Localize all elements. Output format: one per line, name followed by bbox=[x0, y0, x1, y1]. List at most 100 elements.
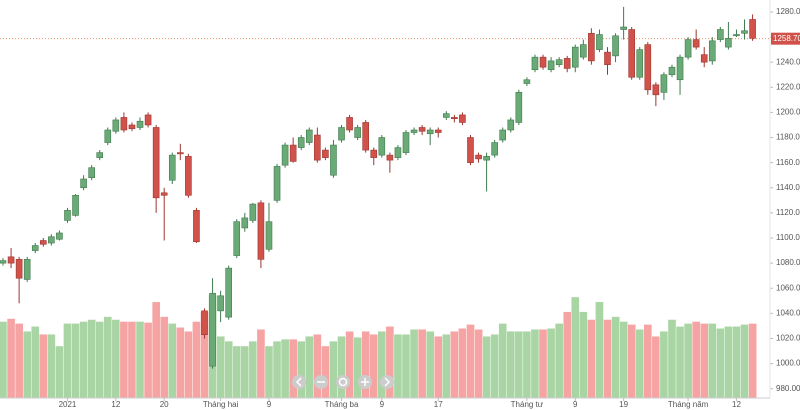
candle-body bbox=[700, 54, 708, 63]
candle-body bbox=[394, 147, 402, 158]
volume-bar bbox=[595, 301, 604, 399]
volume-bar bbox=[39, 334, 48, 399]
candle-body bbox=[571, 46, 579, 68]
candle-body bbox=[483, 156, 490, 161]
candle-body bbox=[507, 119, 515, 131]
candle-body bbox=[580, 44, 587, 58]
volume-bar bbox=[119, 321, 129, 399]
y-tick-label: 1100.00 bbox=[776, 233, 800, 242]
volume-bar bbox=[732, 326, 741, 399]
volume-bar bbox=[740, 324, 749, 399]
volume-bar bbox=[482, 336, 491, 399]
candle-body bbox=[177, 152, 184, 155]
volume-bar bbox=[159, 316, 169, 399]
volume-bar bbox=[192, 321, 201, 399]
candle-body bbox=[322, 149, 329, 158]
volume-bar bbox=[47, 334, 56, 399]
volume-bar bbox=[708, 323, 717, 399]
candle-body bbox=[402, 132, 410, 153]
volume-bar bbox=[127, 321, 137, 399]
candle-body bbox=[459, 114, 466, 123]
x-tick-label: Tháng ba bbox=[325, 400, 359, 409]
volume-bar bbox=[724, 326, 733, 399]
volume-bar bbox=[393, 334, 403, 399]
candle-body bbox=[88, 167, 95, 179]
candle-body bbox=[305, 129, 313, 143]
volume-bar bbox=[667, 319, 677, 399]
volume-bar bbox=[611, 316, 620, 399]
volume-bar bbox=[683, 323, 693, 399]
volume-bar bbox=[458, 328, 467, 399]
chart-nav[interactable] bbox=[292, 375, 394, 389]
y-tick-label: 1120.00 bbox=[776, 208, 800, 217]
volume-bar bbox=[288, 338, 298, 399]
volume-bar bbox=[691, 321, 701, 399]
x-tick-label: 9 bbox=[380, 400, 385, 409]
x-tick-label: 12 bbox=[111, 400, 120, 409]
candle-body bbox=[442, 113, 450, 118]
candle-body bbox=[265, 221, 273, 250]
candle-body bbox=[523, 79, 531, 84]
candle-body bbox=[515, 92, 523, 123]
candle-body bbox=[467, 137, 474, 163]
volume-bar bbox=[0, 321, 8, 399]
candle-body bbox=[741, 30, 748, 34]
candle-body bbox=[96, 152, 104, 158]
candle-body bbox=[225, 267, 232, 318]
volume-bar bbox=[563, 311, 572, 399]
candle-body bbox=[112, 119, 120, 132]
candle-body bbox=[273, 166, 281, 201]
x-tick-label: Tháng tư bbox=[511, 400, 544, 409]
volume-bar bbox=[627, 324, 636, 399]
candle-body bbox=[531, 56, 539, 71]
candle-body bbox=[628, 29, 635, 78]
candle-body bbox=[539, 56, 547, 68]
y-tick-label: 1140.00 bbox=[776, 183, 800, 192]
candle-body bbox=[596, 34, 603, 50]
y-tick-label: 980.00 bbox=[776, 384, 800, 393]
y-tick-label: 1000.00 bbox=[776, 359, 800, 368]
candle-body bbox=[80, 178, 87, 189]
volume-bar bbox=[14, 323, 24, 399]
volume-bar bbox=[111, 319, 121, 399]
x-tick-label: 12 bbox=[732, 400, 741, 409]
y-tick-label: 1220.00 bbox=[776, 82, 800, 91]
candle-body bbox=[676, 56, 684, 81]
candle-body bbox=[120, 117, 128, 131]
candle-body bbox=[72, 195, 79, 216]
volume-bar bbox=[675, 326, 685, 399]
candle-body bbox=[39, 240, 47, 245]
candle-body bbox=[418, 127, 426, 132]
candle-body bbox=[201, 310, 208, 336]
candle-body bbox=[152, 127, 160, 199]
candle-body bbox=[104, 129, 112, 143]
candle-body bbox=[346, 117, 353, 131]
candle-body bbox=[434, 129, 442, 133]
candle-body bbox=[636, 49, 644, 78]
candle-body bbox=[475, 154, 482, 160]
candle-body bbox=[257, 202, 265, 260]
candle-body bbox=[48, 236, 55, 244]
y-tick-label: 1240.00 bbox=[776, 57, 800, 66]
nav-left[interactable] bbox=[292, 375, 306, 389]
candle-body bbox=[725, 38, 732, 48]
volume-bar bbox=[135, 321, 145, 399]
volume-bar bbox=[635, 329, 644, 399]
y-tick-label: 1040.00 bbox=[776, 308, 800, 317]
nav-reset[interactable] bbox=[336, 375, 350, 389]
nav-right[interactable] bbox=[380, 375, 394, 389]
candle-body bbox=[370, 149, 378, 158]
candle-body bbox=[692, 39, 700, 48]
x-tick-label: 2021 bbox=[59, 400, 77, 409]
candle-body bbox=[499, 129, 507, 141]
volume-bar bbox=[409, 329, 419, 399]
volume-bar bbox=[232, 345, 242, 399]
candle-body bbox=[241, 217, 249, 229]
candle-body bbox=[620, 26, 627, 30]
candle-body bbox=[588, 32, 595, 62]
volume-bar bbox=[71, 323, 80, 399]
volume-bar bbox=[345, 331, 354, 399]
nav-reset-icon bbox=[338, 377, 348, 387]
volume-bar bbox=[264, 345, 274, 399]
candle-body bbox=[160, 192, 168, 196]
